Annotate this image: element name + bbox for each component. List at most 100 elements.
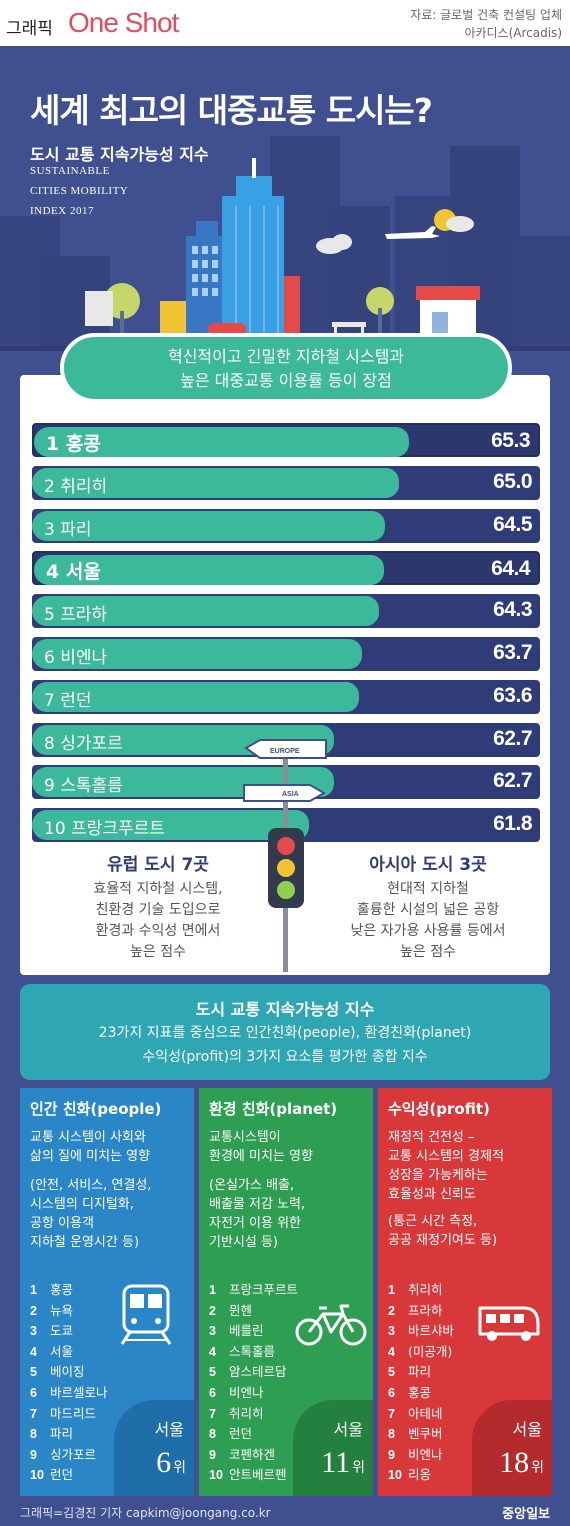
signpost-illustration: EUROPE ASIA [243,739,327,972]
list-item-rank: 10 [30,1468,44,1483]
bar-rank: 7 [44,690,55,711]
asia-sign [243,784,327,802]
bar [32,810,309,841]
column-desc: 교통시스템이 환경에 미치는 영향 [209,1128,367,1166]
rank-suffix: 위 [352,1461,365,1476]
list-item-city: 서울 [50,1343,74,1359]
subtitle-en-line-2: CITIES MOBILITY [30,185,129,197]
column-title: 인간 친화(people) [30,1100,162,1118]
list-item: 3 도쿄 [30,1321,108,1342]
source-line-2: 아카디스(Arcadis) [464,26,562,40]
list-item: 7 마드리드 [30,1404,108,1425]
bar-category: 스톡홀름 [60,776,123,797]
column-planet: 환경 친화(planet) 교통시스템이 환경에 미치는 영향 (온실가스 배출… [199,1088,373,1496]
bar-rank: 3 [44,519,55,540]
column-note-line: (온실가스 배출, [209,1178,295,1193]
list-item: 4 스톡홀름 [209,1342,298,1363]
bar-row: 1 홍콩 65.3 [32,423,540,457]
credit: 그래픽=김경진 기자 capkim@joongang.co.kr [20,1506,271,1520]
column-note-line: 시스템의 디지털화, [30,1197,134,1212]
bar-value-label: 65.0 [493,469,532,493]
seoul-rank-label: 서울 [512,1420,542,1439]
column-desc-line: 교통 시스템이 사회와 [30,1130,146,1145]
bubble-text: 혁신적이고 긴밀한 지하철 시스템과 높은 대중교통 이용률 등이 장점 [64,345,508,393]
list-item: 3 베를린 [209,1321,298,1342]
list-item-city: 베를린 [229,1323,264,1339]
europe-desc-line: 효율적 지하철 시스템, [93,881,223,897]
asia-desc-line: 낮은 자가용 사용률 등에서 [350,923,506,939]
bar-category: 프라하 [60,605,108,626]
list-item-city: 프라하 [408,1302,443,1318]
column-people: 인간 친화(people) 교통 시스템이 사회와 삶의 질에 미치는 영향 (… [20,1088,194,1496]
yellow-light [277,859,295,877]
column-ranking: 1 취리히 2 프라하 3 바르샤바 4 (미공개) 5 파리 6 홍콩 7 아테네 8 벤쿠버 9 비엔나 10 리… [388,1280,454,1486]
list-item-city: 프랑크푸르트 [229,1282,299,1297]
bar-value-label: 64.3 [493,598,532,622]
bar [34,555,384,586]
newspaper-logo: 중앙일보 [502,1507,550,1522]
list-item: 5 파리 [388,1362,454,1383]
asia-desc-line: 현대적 지하철 [387,881,469,897]
bar-value-label: 64.5 [493,512,532,536]
list-item-rank: 2 [30,1303,37,1318]
list-item: 9 싱가포르 [30,1445,108,1466]
list-item-rank: 7 [388,1406,395,1421]
list-item: 4 서울 [30,1342,108,1363]
bar-row: 5 프라하 64.3 [32,594,540,629]
bar-rank: 8 [44,733,55,754]
list-item-city: 리옹 [408,1467,432,1483]
list-item-rank: 7 [30,1406,37,1421]
bar-label: 3 파리 [44,515,92,540]
list-item-rank: 10 [209,1468,223,1483]
list-item-city: 파리 [50,1426,74,1442]
bar-value-label: 64.4 [491,557,530,581]
list-item-rank: 9 [30,1447,37,1462]
list-item-rank: 3 [30,1324,37,1339]
bar-rank: 10 [44,819,66,840]
list-item-rank: 1 [388,1283,395,1297]
list-item-rank: 7 [209,1406,216,1421]
list-item: 6 바르셀로나 [30,1383,108,1404]
bar [32,510,385,541]
column-note-line: 기반시설 등) [209,1235,279,1250]
bubble-line-1: 혁신적이고 긴밀한 지하철 시스템과 [167,347,405,366]
bar-category: 취리히 [60,476,108,497]
bar-category: 프랑크푸르트 [71,819,165,840]
bar-label: 6 비엔나 [44,643,107,668]
list-item-rank: 1 [30,1283,37,1297]
bus-icon [478,1306,540,1341]
list-item: 10 리옹 [388,1465,454,1486]
bubble-line-2: 높은 대중교통 이용률 등이 장점 [180,371,392,390]
list-item-rank: 5 [30,1365,37,1380]
seoul-rank-label: 서울 [333,1420,363,1439]
list-item: 5 베이징 [30,1362,108,1383]
seoul-rank-value: 11 위 [321,1446,365,1480]
column-note-line: 배출물 저감 노력, [209,1197,306,1212]
bar-row: 4 서울 64.4 [32,551,540,586]
list-item-rank: 10 [388,1468,402,1483]
list-item-city: 코펜하겐 [229,1446,276,1462]
bar-label: 10 프랑크푸르트 [44,814,165,839]
bar-rank: 9 [44,776,55,797]
rank-suffix: 위 [531,1461,544,1476]
list-item-rank: 5 [388,1365,395,1380]
seoul-rank-number: 6 [156,1446,172,1479]
bar [32,639,362,669]
list-item-rank: 1 [209,1283,216,1297]
seoul-rank-number: 18 [499,1446,530,1479]
bar-value-label: 62.7 [493,769,532,793]
asia-desc-line: 높은 점수 [400,944,456,960]
seoul-rank-badge [293,1400,373,1496]
column-desc-line: 성장을 가능케하는 [388,1168,488,1183]
list-item-city: 도쿄 [50,1323,74,1339]
list-item-rank: 2 [209,1303,216,1318]
list-item-city: 아테네 [408,1405,443,1421]
europe-title: 유럽 도시 7곳 [107,855,209,875]
list-item-rank: 8 [209,1427,216,1442]
list-item-city: 싱가포르 [50,1446,97,1462]
europe-sign [244,739,327,759]
list-item: 9 비엔나 [388,1445,454,1466]
asia-title: 아시아 도시 3곳 [369,855,487,875]
bar [32,681,359,712]
list-item-city: 안트베르펜 [229,1467,287,1483]
